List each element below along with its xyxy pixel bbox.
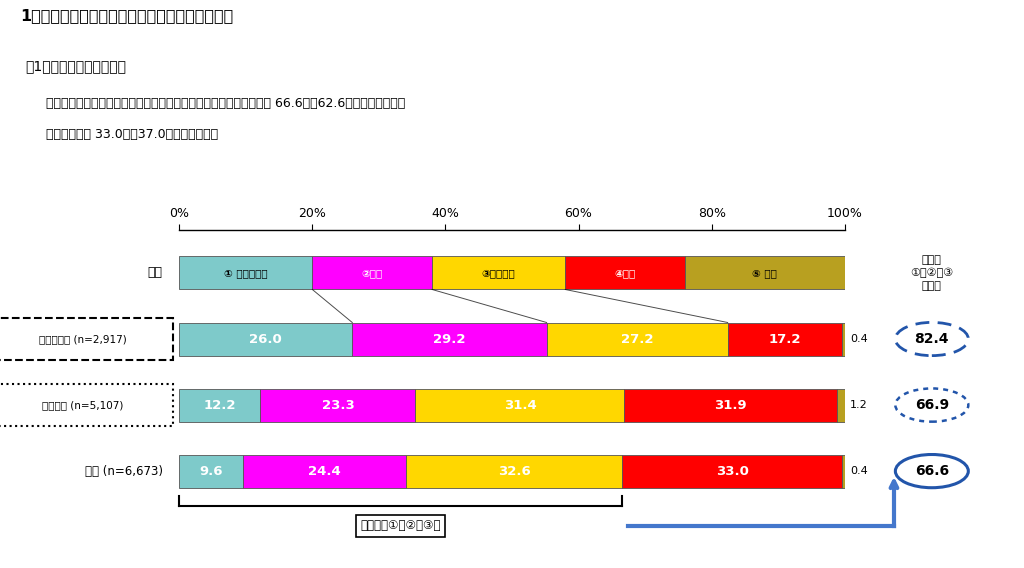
Bar (625, 389, 837, 421)
Bar (547, 323, 728, 356)
Bar (312, 257, 432, 290)
Text: 全体 (n=6,673): 全体 (n=6,673) (85, 465, 163, 478)
Bar (842, 323, 845, 356)
Text: 12.2: 12.2 (204, 399, 237, 412)
Text: 0.4: 0.4 (850, 466, 868, 476)
Text: 32.6: 32.6 (498, 465, 530, 478)
Text: （1）従業員の過不足状況: （1）従業員の過不足状況 (26, 60, 127, 74)
Text: 24.4: 24.4 (308, 465, 341, 478)
Bar (416, 389, 625, 421)
Bar (179, 323, 352, 356)
Text: 区分: 区分 (147, 266, 163, 279)
Text: 0.4: 0.4 (850, 334, 868, 344)
Bar (728, 323, 842, 356)
Text: 82.4: 82.4 (914, 332, 949, 346)
Text: 9.6: 9.6 (200, 465, 223, 478)
Text: た「適当」は 33.0％（37.0％）であった。: た「適当」は 33.0％（37.0％）であった。 (46, 128, 218, 141)
Bar (179, 389, 260, 421)
Text: 1　介護サービスに従事する従業員の過不足状況: 1 介護サービスに従事する従業員の過不足状況 (20, 9, 233, 23)
Text: 1.2: 1.2 (850, 400, 868, 410)
Text: ④適当: ④適当 (614, 268, 636, 278)
Text: 66.9: 66.9 (914, 398, 949, 412)
Bar (623, 454, 842, 487)
Bar (837, 389, 845, 421)
Text: 介護職員 (n=5,107): 介護職員 (n=5,107) (42, 400, 123, 410)
Bar (243, 454, 406, 487)
Text: 27.2: 27.2 (621, 332, 653, 345)
Text: ②不足: ②不足 (361, 268, 383, 278)
Bar (565, 257, 685, 290)
Text: 23.3: 23.3 (322, 399, 354, 412)
Text: 不足感
①＋②＋③
（％）: 不足感 ①＋②＋③ （％） (910, 254, 953, 291)
Bar (432, 257, 565, 290)
Text: ⑤ 過剖: ⑤ 過剖 (753, 268, 777, 278)
Text: 不足感（①＋②＋③）: 不足感（①＋②＋③） (360, 519, 441, 532)
Bar (842, 454, 845, 487)
Text: 29.2: 29.2 (433, 332, 466, 345)
Text: ③やや不足: ③やや不足 (482, 268, 515, 278)
Text: 31.4: 31.4 (504, 399, 537, 412)
Bar (260, 389, 416, 421)
Bar (685, 257, 845, 290)
Bar (179, 257, 312, 290)
Text: 全体での不足感（「大いに不足」＋「不足」＋「やや不足」）は 66.6％（62.6％）であった。ま: 全体での不足感（「大いに不足」＋「不足」＋「やや不足」）は 66.6％（62.6… (46, 97, 406, 110)
Bar (406, 454, 623, 487)
Text: 17.2: 17.2 (769, 332, 801, 345)
Text: 33.0: 33.0 (716, 465, 749, 478)
Bar (352, 323, 547, 356)
Text: ① 大いに不足: ① 大いに不足 (224, 268, 267, 278)
Text: 訪問介護員 (n=2,917): 訪問介護員 (n=2,917) (39, 334, 127, 344)
Text: 31.9: 31.9 (715, 399, 746, 412)
Text: 26.0: 26.0 (250, 332, 282, 345)
Bar (179, 454, 243, 487)
Text: 66.6: 66.6 (914, 464, 949, 478)
